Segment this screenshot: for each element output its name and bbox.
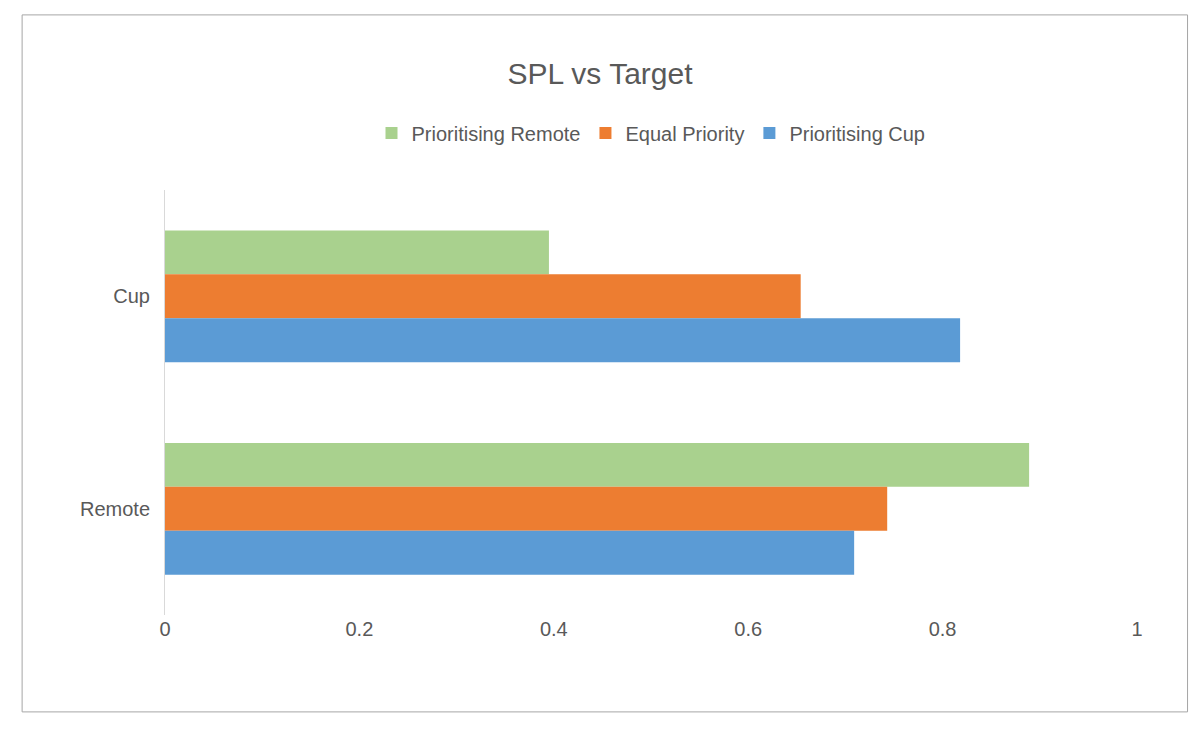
svg-text:Remote: Remote (80, 498, 150, 520)
svg-text:0.4: 0.4 (540, 618, 568, 640)
svg-text:Prioritising Cup: Prioritising Cup (789, 123, 925, 145)
svg-text:SPL vs Target: SPL vs Target (507, 57, 693, 90)
svg-text:Equal Priority: Equal Priority (625, 123, 744, 145)
svg-text:Prioritising Remote: Prioritising Remote (412, 123, 581, 145)
svg-text:0.8: 0.8 (929, 618, 957, 640)
svg-text:1: 1 (1131, 618, 1142, 640)
svg-text:0: 0 (159, 618, 170, 640)
svg-text:0.2: 0.2 (345, 618, 373, 640)
svg-text:0.6: 0.6 (734, 618, 762, 640)
svg-text:Cup: Cup (113, 285, 150, 307)
